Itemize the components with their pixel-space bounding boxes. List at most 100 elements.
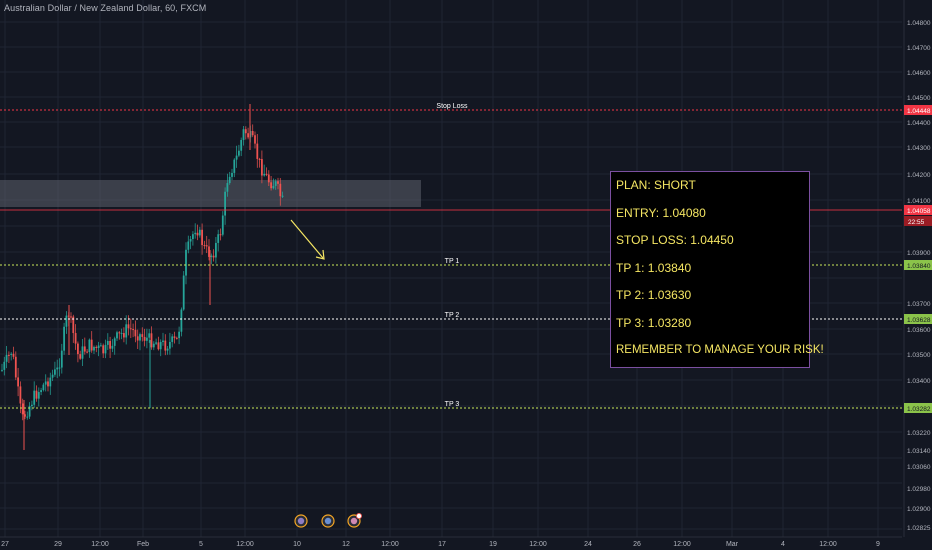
candle-body bbox=[189, 239, 192, 242]
candle-body bbox=[113, 338, 116, 346]
countdown-label: 22:55 bbox=[908, 219, 925, 226]
candle-body bbox=[8, 354, 10, 356]
candle-body bbox=[247, 133, 249, 138]
plan-line: TP 3: 1.03280 bbox=[616, 315, 692, 330]
level-label: TP 2 bbox=[445, 312, 460, 319]
candle-body bbox=[263, 173, 266, 176]
candle-body bbox=[134, 329, 137, 337]
candle-body bbox=[49, 377, 52, 387]
candle-body bbox=[33, 390, 36, 405]
candle-body bbox=[19, 386, 22, 404]
candle-body bbox=[166, 348, 169, 351]
x-tick-label: 26 bbox=[633, 541, 641, 548]
candle-body bbox=[152, 343, 155, 348]
x-tick-label: 4 bbox=[781, 541, 785, 548]
candle-body bbox=[210, 255, 213, 257]
candle-body bbox=[146, 337, 148, 341]
candle-body bbox=[182, 275, 185, 310]
x-tick-label: 10 bbox=[293, 541, 301, 548]
candle-body bbox=[65, 315, 68, 327]
price-axis-bg bbox=[904, 0, 932, 550]
entry-zone-rect bbox=[0, 180, 421, 207]
level-label: Stop Loss bbox=[436, 103, 468, 110]
candle-body bbox=[5, 354, 8, 362]
candle-body bbox=[77, 343, 79, 355]
level-price-label: 1.04448 bbox=[907, 108, 931, 115]
plan-line: REMEMBER TO MANAGE YOUR RISK! bbox=[616, 344, 824, 356]
candle-body bbox=[132, 329, 134, 331]
candle-body bbox=[162, 340, 164, 343]
candle-body bbox=[238, 150, 240, 156]
y-tick-label: 1.03400 bbox=[907, 378, 931, 385]
plan-line: TP 1: 1.03840 bbox=[616, 260, 692, 275]
candle-body bbox=[102, 345, 105, 354]
x-tick-label: 12:00 bbox=[819, 541, 837, 548]
candle-body bbox=[157, 342, 160, 350]
level-price-tag bbox=[904, 403, 932, 413]
candle-body bbox=[267, 174, 270, 183]
candle-body bbox=[212, 255, 215, 258]
x-tick-label: 24 bbox=[584, 541, 592, 548]
candle-body bbox=[136, 336, 139, 341]
x-tick-label: 5 bbox=[199, 541, 203, 548]
candle-body bbox=[219, 234, 222, 236]
x-tick-label: 12:00 bbox=[236, 541, 254, 548]
candle-body bbox=[3, 361, 6, 370]
x-tick-label: 27 bbox=[1, 541, 9, 548]
candle-body bbox=[221, 215, 224, 235]
candle-body bbox=[279, 183, 282, 197]
candle-body bbox=[35, 390, 38, 399]
candle-body bbox=[194, 232, 197, 235]
current-price-tag bbox=[904, 205, 932, 215]
trade-plan-box[interactable]: PLAN: SHORT ENTRY: 1.04080 STOP LOSS: 1.… bbox=[610, 171, 824, 368]
candle-body bbox=[97, 345, 100, 348]
economic-event-flag bbox=[297, 517, 305, 525]
candle-body bbox=[164, 340, 167, 351]
y-tick-label: 1.04500 bbox=[907, 95, 931, 102]
candle-body bbox=[261, 159, 263, 176]
y-tick-label: 1.03220 bbox=[907, 430, 931, 437]
candle-body bbox=[231, 172, 233, 177]
y-tick-label: 1.04100 bbox=[907, 198, 931, 205]
candle-body bbox=[139, 334, 141, 341]
candle-body bbox=[258, 158, 261, 160]
candle-body bbox=[254, 135, 256, 144]
candle-body bbox=[185, 249, 187, 276]
candle-body bbox=[106, 340, 109, 345]
candle-body bbox=[277, 181, 279, 184]
current-price-label: 1.04058 bbox=[907, 208, 931, 215]
candle-body bbox=[79, 354, 82, 359]
level-price-tag bbox=[904, 105, 932, 115]
candle-body bbox=[44, 381, 47, 385]
y-tick-label: 1.02825 bbox=[907, 525, 931, 532]
candle-body bbox=[192, 234, 194, 240]
candle-body bbox=[244, 129, 247, 134]
y-tick-label: 1.03900 bbox=[907, 250, 931, 257]
candle-body bbox=[104, 344, 107, 354]
candle-body bbox=[256, 143, 259, 159]
candle-body bbox=[125, 324, 128, 338]
candle-body bbox=[281, 195, 284, 197]
y-tick-label: 1.04300 bbox=[907, 145, 931, 152]
candle-body bbox=[17, 377, 19, 387]
candle-body bbox=[118, 332, 121, 334]
candle-body bbox=[187, 241, 190, 250]
candle-body bbox=[123, 333, 125, 338]
economic-event-flag bbox=[324, 517, 332, 525]
y-tick-label: 1.04600 bbox=[907, 70, 931, 77]
x-tick-label: 29 bbox=[54, 541, 62, 548]
plan-line: PLAN: SHORT bbox=[616, 178, 696, 192]
y-tick-label: 1.03500 bbox=[907, 352, 931, 359]
candle-body bbox=[143, 336, 146, 341]
candle-body bbox=[10, 353, 13, 355]
arrow-head bbox=[315, 249, 325, 260]
candle-body bbox=[150, 333, 153, 348]
candle-body bbox=[171, 336, 174, 342]
countdown-tag bbox=[904, 216, 932, 226]
candle-body bbox=[83, 346, 86, 352]
x-tick-label: 12 bbox=[342, 541, 350, 548]
candle-body bbox=[205, 245, 208, 247]
candle-body bbox=[251, 131, 254, 136]
level-price-tag bbox=[904, 260, 932, 270]
